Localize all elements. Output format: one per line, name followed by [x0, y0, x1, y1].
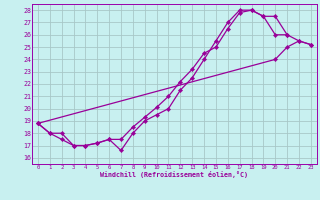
X-axis label: Windchill (Refroidissement éolien,°C): Windchill (Refroidissement éolien,°C): [100, 171, 248, 178]
